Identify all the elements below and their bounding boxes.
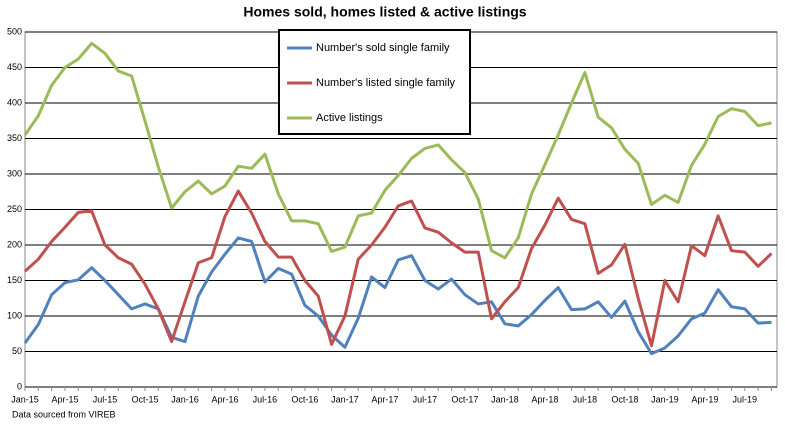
legend-label: Active listings: [316, 112, 383, 124]
x-tick-label: Apr-15: [51, 394, 78, 404]
legend-label: Number's sold single family: [316, 42, 450, 54]
x-tick-label: Apr-16: [211, 394, 238, 404]
x-tick-label: Oct-18: [611, 394, 638, 404]
y-tick-label: 150: [7, 275, 22, 285]
y-tick-label: 300: [7, 168, 22, 178]
series-line: [23, 236, 772, 356]
x-tick-label: Jul-17: [413, 394, 438, 404]
note: Data sourced from VIREB: [12, 409, 116, 419]
x-tick-label: Oct-17: [451, 394, 478, 404]
x-tick-label: Jan-17: [331, 394, 359, 404]
x-tick-label: Jul-15: [93, 394, 118, 404]
y-tick-label: 100: [7, 310, 22, 320]
y-tick-label: 350: [7, 133, 22, 143]
x-tick-label: Jul-18: [573, 394, 598, 404]
y-tick-label: 0: [17, 381, 22, 391]
y-tick-label: 450: [7, 62, 22, 72]
series-line: [23, 41, 772, 260]
x-tick-label: Apr-17: [371, 394, 398, 404]
y-tick-label: 50: [12, 346, 22, 356]
x-tick-label: Oct-16: [291, 394, 318, 404]
y-tick-label: 250: [7, 204, 22, 214]
x-tick-label: Jan-15: [11, 394, 39, 404]
chart-title: Homes sold, homes listed & active listin…: [243, 4, 526, 20]
x-tick-label: Jan-16: [171, 394, 199, 404]
x-tick-label: Jan-19: [651, 394, 679, 404]
x-tick-label: Jul-16: [253, 394, 278, 404]
legend-label: Number's listed single family: [316, 77, 456, 89]
x-tick-label: Apr-19: [691, 394, 718, 404]
y-tick-label: 500: [7, 26, 22, 36]
series-line: [23, 189, 773, 348]
y-tick-label: 200: [7, 239, 22, 249]
x-tick-label: Jan-18: [491, 394, 519, 404]
y-tick-label: 400: [7, 97, 22, 107]
x-tick-label: Jul-19: [733, 394, 758, 404]
x-tick-label: Oct-15: [131, 394, 158, 404]
x-tick-label: Apr-18: [531, 394, 558, 404]
